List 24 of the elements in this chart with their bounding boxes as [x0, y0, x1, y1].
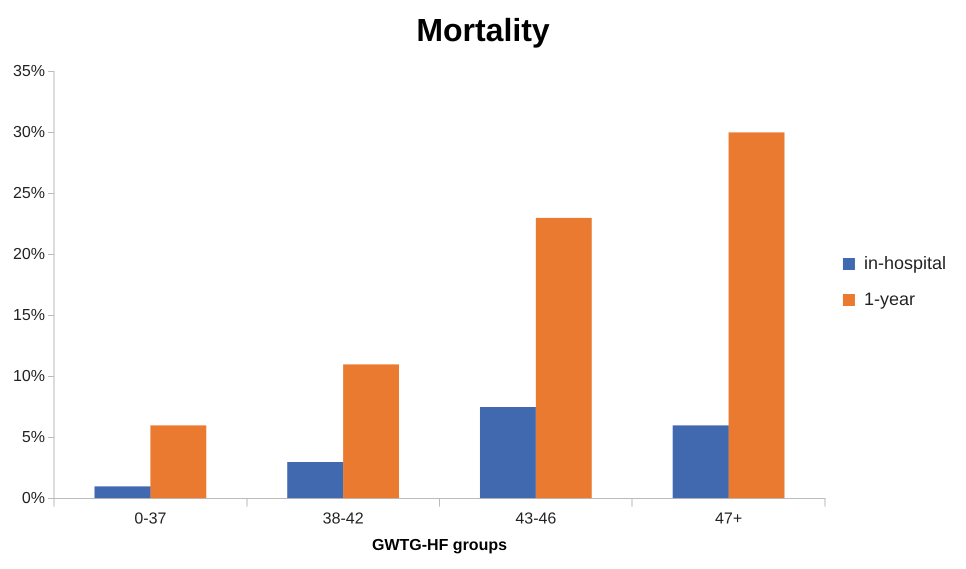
bar [287, 462, 344, 498]
bar [343, 364, 400, 498]
y-tick-label: 30% [12, 124, 46, 141]
x-tick-label: 43-46 [515, 510, 556, 528]
x-axis-title: GWTG-HF groups [372, 536, 508, 554]
legend-label: in-hospital [864, 252, 946, 273]
bar [728, 132, 784, 498]
y-tick-label: 10% [12, 368, 46, 385]
x-tick-label: 38-42 [322, 510, 364, 528]
x-tick-label: 47+ [715, 510, 742, 528]
y-tick-label: 5% [22, 428, 46, 446]
y-tick-label: 20% [12, 246, 46, 263]
y-tick-label: 25% [12, 184, 46, 202]
bar [150, 425, 206, 498]
bar [672, 425, 729, 498]
y-tick-label: 15% [12, 306, 46, 324]
y-tick-label: 35% [12, 62, 46, 80]
legend-label: 1-year [864, 288, 915, 309]
bar [94, 486, 150, 498]
x-tick-label: 0-37 [134, 510, 166, 528]
y-tick-label: 0% [22, 490, 46, 508]
chart-title: Mortality [416, 12, 550, 48]
bar [536, 218, 592, 498]
bar [480, 407, 536, 498]
